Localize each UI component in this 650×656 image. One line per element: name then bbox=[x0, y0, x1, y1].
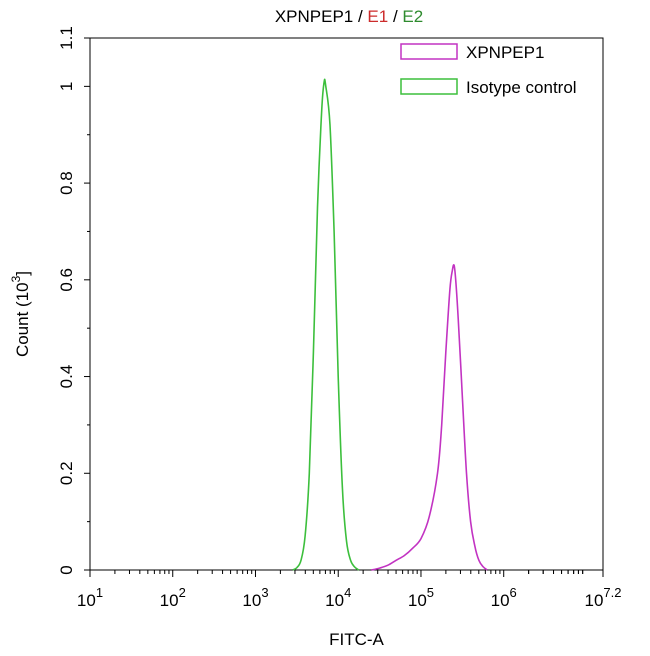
title-part-3: / bbox=[388, 7, 402, 26]
x-tick-label: 107.2 bbox=[585, 585, 622, 610]
y-axis-label: Count (103] bbox=[9, 271, 32, 357]
plot-frame bbox=[89, 37, 604, 571]
y-tick-label: 0.8 bbox=[57, 171, 76, 195]
x-axis: 101 102 103 104 105 106 107.2 bbox=[77, 570, 622, 610]
chart-title: XPNPEP1 / E1 / E2 bbox=[275, 7, 423, 26]
legend-swatch bbox=[400, 78, 458, 95]
y-tick-label: 0.6 bbox=[57, 268, 76, 292]
y-tick-label: 0 bbox=[57, 565, 76, 574]
y-tick-label: 1.1 bbox=[57, 26, 76, 50]
x-tick-label: 102 bbox=[160, 585, 186, 610]
x-tick-label: 104 bbox=[325, 585, 351, 610]
x-tick-label: 105 bbox=[408, 585, 434, 610]
legend-label: Isotype control bbox=[466, 78, 577, 97]
x-tick-label: 101 bbox=[77, 585, 103, 610]
title-part-4: E2 bbox=[402, 7, 423, 26]
title-part-2: E1 bbox=[367, 7, 388, 26]
series-line-xpnpep1 bbox=[371, 264, 488, 571]
x-tick-label: 106 bbox=[491, 585, 517, 610]
y-tick-label: 1 bbox=[57, 82, 76, 91]
legend-swatch bbox=[400, 43, 458, 60]
legend-label: XPNPEP1 bbox=[466, 43, 544, 62]
legend: XPNPEP1 Isotype control bbox=[400, 43, 577, 97]
y-tick-label: 0.2 bbox=[57, 461, 76, 485]
x-axis-label: FITC-A bbox=[329, 630, 384, 649]
x-tick-label: 103 bbox=[242, 585, 268, 610]
series-layer bbox=[292, 78, 488, 571]
title-part-0: XPNPEP1 bbox=[275, 7, 353, 26]
y-axis: 0 0.2 0.4 0.6 0.8 1 1.1 bbox=[57, 26, 90, 575]
title-part-1: / bbox=[353, 7, 367, 26]
series-line-isotype-control bbox=[292, 78, 360, 571]
y-tick-label: 0.4 bbox=[57, 365, 76, 389]
